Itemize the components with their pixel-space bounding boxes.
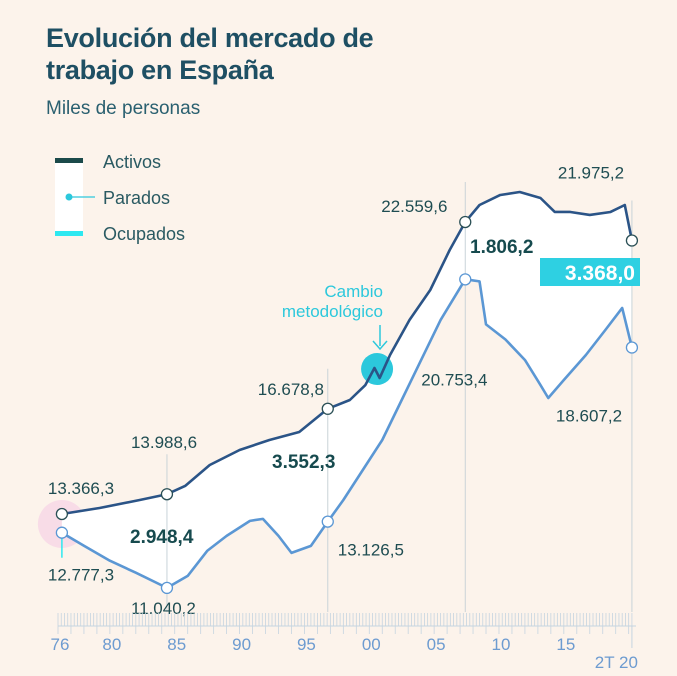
x-tick-label: 80 [102,635,121,654]
data-point-marker [321,402,334,415]
parados-label: 1.806,2 [470,237,533,258]
point-label: 13.366,3 [48,479,114,498]
point-label: 16.678,8 [258,380,324,399]
chart-subtitle: Miles de personas [46,98,201,119]
x-tick-label: 05 [427,635,446,654]
ocupados-line [61,278,634,590]
parados-gap-area [61,191,632,588]
point-label: 21.975,2 [558,164,624,183]
legend-activos-swatch [55,158,83,163]
x-tick-label: 90 [232,635,251,654]
x-tick-label: 00 [362,635,381,654]
parados-label: 3.552,3 [272,452,335,473]
x-tick-label: 76 [51,635,70,654]
x-tick-label: 15 [556,635,575,654]
legend: Activos Parados Ocupados [55,152,185,244]
point-label: 22.559,6 [381,197,447,216]
legend-ocupados-swatch [55,231,83,236]
legend-parados-label: Parados [103,188,170,208]
annotation-arrow-icon [372,340,388,351]
x-axis: 76 80 85 90 95 00 05 10 15 2T 20 [51,613,638,672]
parados-label: 3.368,0 [565,262,635,285]
chart-title: Evolución del mercado de trabajo en Espa… [46,23,374,85]
point-label: 13.126,5 [338,541,404,560]
point-label: 12.777,3 [48,566,114,585]
data-point-marker [321,515,334,528]
data-point-marker [625,341,639,354]
legend-activos-label: Activos [103,152,161,172]
data-point-marker [55,526,69,539]
x-tick-label: 10 [492,635,511,654]
annotation-label: metodológico [282,302,383,321]
point-label: 11.040,2 [131,599,196,618]
legend-ocupados-label: Ocupados [103,224,185,244]
parados-highlight-box [540,258,640,286]
data-point-marker [625,234,639,247]
data-point-marker [459,215,472,229]
data-point-marker [459,273,472,286]
activos-line [61,190,634,516]
x-tick-label: 2T 20 [595,653,638,672]
parados-label: 2.948,4 [130,527,194,548]
data-point-marker [160,488,174,501]
x-tick-label: 85 [167,635,186,654]
x-tick-label: 95 [297,635,316,654]
point-label: 20.753,4 [421,370,487,389]
point-label: 18.607,2 [556,407,622,426]
annotation-label: Cambio [324,282,383,301]
data-point-marker [55,507,69,521]
point-label: 13.988,6 [131,433,197,452]
data-point-marker [160,581,174,595]
